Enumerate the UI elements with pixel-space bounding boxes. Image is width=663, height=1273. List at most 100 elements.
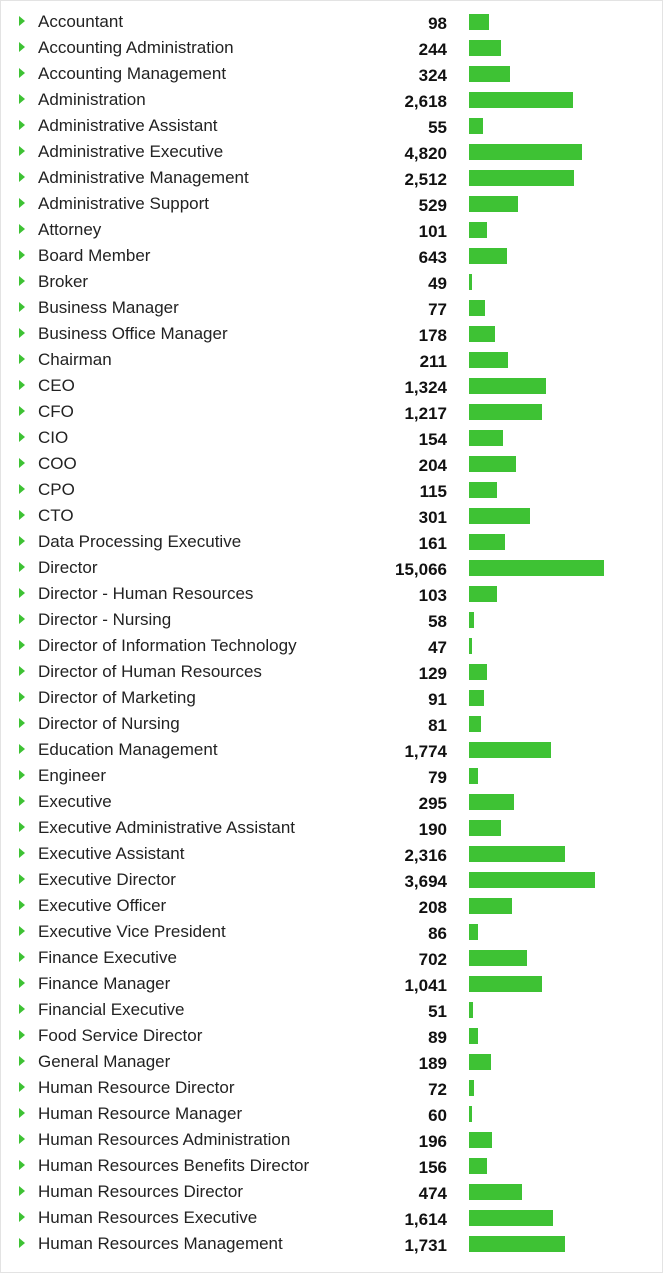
- list-item-label[interactable]: CEO: [38, 376, 75, 395]
- triangle-right-icon[interactable]: [19, 1238, 25, 1248]
- list-item-label[interactable]: Administrative Assistant: [38, 116, 218, 135]
- list-item[interactable]: General Manager 189: [1, 1050, 662, 1076]
- list-item[interactable]: CEO 1,324: [1, 374, 662, 400]
- list-item-label[interactable]: Human Resources Administration: [38, 1130, 291, 1149]
- list-item-label[interactable]: Human Resources Director: [38, 1182, 244, 1201]
- list-item-label[interactable]: Director - Nursing: [38, 610, 172, 629]
- list-item[interactable]: Accountant 98: [1, 10, 662, 36]
- list-item[interactable]: Finance Manager 1,041: [1, 972, 662, 998]
- triangle-right-icon[interactable]: [19, 926, 25, 936]
- list-item-label[interactable]: Executive Director: [38, 870, 176, 889]
- triangle-right-icon[interactable]: [19, 68, 25, 78]
- list-item-label[interactable]: Executive Assistant: [38, 844, 185, 863]
- list-item-label[interactable]: Accounting Administration: [38, 38, 234, 57]
- list-item-label[interactable]: CPO: [38, 480, 75, 499]
- list-item-label[interactable]: Accounting Management: [38, 64, 227, 83]
- list-item-label[interactable]: Attorney: [38, 220, 102, 239]
- list-item-label[interactable]: Director - Human Resources: [38, 584, 254, 603]
- triangle-right-icon[interactable]: [19, 796, 25, 806]
- list-item[interactable]: Engineer 79: [1, 764, 662, 790]
- list-item[interactable]: Executive 295: [1, 790, 662, 816]
- triangle-right-icon[interactable]: [19, 354, 25, 364]
- list-item[interactable]: Attorney 101: [1, 218, 662, 244]
- triangle-right-icon[interactable]: [19, 900, 25, 910]
- triangle-right-icon[interactable]: [19, 458, 25, 468]
- triangle-right-icon[interactable]: [19, 1082, 25, 1092]
- list-item-label[interactable]: Administration: [38, 90, 146, 109]
- triangle-right-icon[interactable]: [19, 952, 25, 962]
- list-item[interactable]: Executive Officer 208: [1, 894, 662, 920]
- list-item[interactable]: Administrative Assistant 55: [1, 114, 662, 140]
- triangle-right-icon[interactable]: [19, 1056, 25, 1066]
- list-item[interactable]: Executive Director 3,694: [1, 868, 662, 894]
- triangle-right-icon[interactable]: [19, 822, 25, 832]
- list-item[interactable]: Business Manager 77: [1, 296, 662, 322]
- list-item[interactable]: Finance Executive 702: [1, 946, 662, 972]
- triangle-right-icon[interactable]: [19, 42, 25, 52]
- list-item[interactable]: Accounting Management 324: [1, 62, 662, 88]
- list-item-label[interactable]: Finance Manager: [38, 974, 171, 993]
- list-item[interactable]: Accounting Administration 244: [1, 36, 662, 62]
- list-item-label[interactable]: Director of Marketing: [38, 688, 196, 707]
- list-item-label[interactable]: Executive: [38, 792, 112, 811]
- triangle-right-icon[interactable]: [19, 406, 25, 416]
- list-item-label[interactable]: COO: [38, 454, 77, 473]
- list-item[interactable]: Administrative Support 529: [1, 192, 662, 218]
- list-item[interactable]: Director of Marketing 91: [1, 686, 662, 712]
- triangle-right-icon[interactable]: [19, 198, 25, 208]
- list-item-label[interactable]: Human Resource Manager: [38, 1104, 243, 1123]
- list-item-label[interactable]: Business Office Manager: [38, 324, 228, 343]
- list-item-label[interactable]: Finance Executive: [38, 948, 177, 967]
- triangle-right-icon[interactable]: [19, 640, 25, 650]
- list-item[interactable]: Human Resources Benefits Director 156: [1, 1154, 662, 1180]
- list-item-label[interactable]: Engineer: [38, 766, 107, 785]
- triangle-right-icon[interactable]: [19, 614, 25, 624]
- list-item-label[interactable]: CFO: [38, 402, 74, 421]
- list-item-label[interactable]: Administrative Executive: [38, 142, 224, 161]
- list-item[interactable]: Human Resources Director 474: [1, 1180, 662, 1206]
- list-item[interactable]: Executive Vice President 86: [1, 920, 662, 946]
- triangle-right-icon[interactable]: [19, 120, 25, 130]
- list-item-label[interactable]: Human Resources Benefits Director: [38, 1156, 310, 1175]
- triangle-right-icon[interactable]: [19, 1186, 25, 1196]
- triangle-right-icon[interactable]: [19, 1108, 25, 1118]
- list-item-label[interactable]: Human Resources Executive: [38, 1208, 258, 1227]
- list-item[interactable]: Director of Human Resources 129: [1, 660, 662, 686]
- triangle-right-icon[interactable]: [19, 328, 25, 338]
- triangle-right-icon[interactable]: [19, 224, 25, 234]
- triangle-right-icon[interactable]: [19, 666, 25, 676]
- list-item[interactable]: Broker 49: [1, 270, 662, 296]
- list-item-label[interactable]: Financial Executive: [38, 1000, 185, 1019]
- list-item-label[interactable]: Director of Nursing: [38, 714, 180, 733]
- list-item-label[interactable]: Administrative Support: [38, 194, 210, 213]
- list-item[interactable]: CPO 115: [1, 478, 662, 504]
- triangle-right-icon[interactable]: [19, 588, 25, 598]
- triangle-right-icon[interactable]: [19, 848, 25, 858]
- triangle-right-icon[interactable]: [19, 380, 25, 390]
- list-item-label[interactable]: Broker: [38, 272, 89, 291]
- triangle-right-icon[interactable]: [19, 1030, 25, 1040]
- list-item[interactable]: Director of Nursing 81: [1, 712, 662, 738]
- list-item-label[interactable]: Director of Information Technology: [38, 636, 297, 655]
- list-item[interactable]: CTO 301: [1, 504, 662, 530]
- list-item-label[interactable]: Data Processing Executive: [38, 532, 242, 551]
- list-item[interactable]: Director 15,066: [1, 556, 662, 582]
- list-item-label[interactable]: CIO: [38, 428, 69, 447]
- list-item[interactable]: Human Resources Management 1,731: [1, 1232, 662, 1258]
- list-item[interactable]: Business Office Manager 178: [1, 322, 662, 348]
- list-item[interactable]: Administration 2,618: [1, 88, 662, 114]
- list-item[interactable]: Executive Administrative Assistant 190: [1, 816, 662, 842]
- triangle-right-icon[interactable]: [19, 1134, 25, 1144]
- triangle-right-icon[interactable]: [19, 146, 25, 156]
- triangle-right-icon[interactable]: [19, 16, 25, 26]
- triangle-right-icon[interactable]: [19, 276, 25, 286]
- triangle-right-icon[interactable]: [19, 172, 25, 182]
- list-item-label[interactable]: Administrative Management: [38, 168, 249, 187]
- list-item-label[interactable]: Food Service Director: [38, 1026, 203, 1045]
- list-item-label[interactable]: Business Manager: [38, 298, 179, 317]
- list-item[interactable]: Administrative Executive 4,820: [1, 140, 662, 166]
- list-item-label[interactable]: Director of Human Resources: [38, 662, 262, 681]
- triangle-right-icon[interactable]: [19, 94, 25, 104]
- list-item[interactable]: Food Service Director 89: [1, 1024, 662, 1050]
- list-item-label[interactable]: Chairman: [38, 350, 112, 369]
